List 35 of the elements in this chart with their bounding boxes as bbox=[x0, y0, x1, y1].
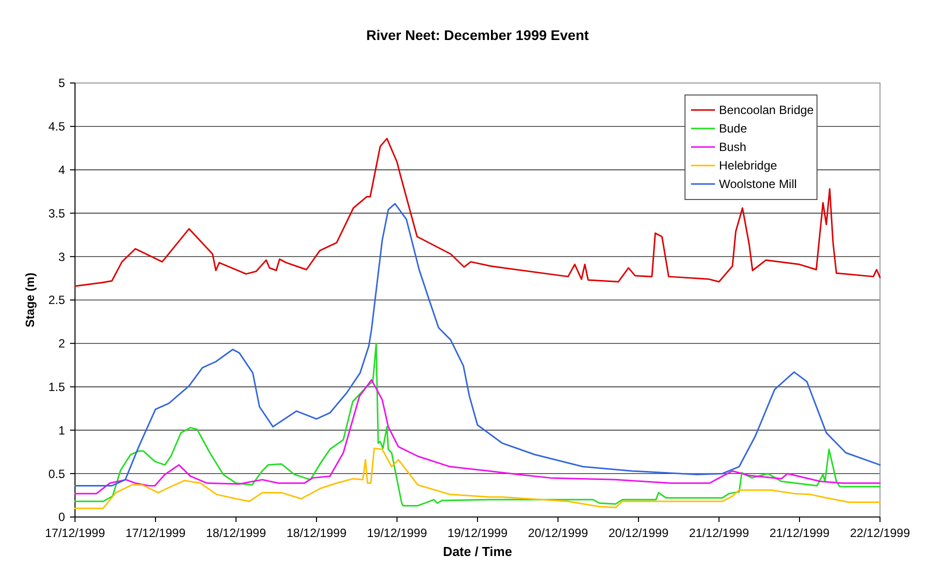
chart-title: River Neet: December 1999 Event bbox=[366, 27, 590, 43]
y-tick-label: 4.5 bbox=[48, 120, 66, 134]
x-tick-label: 20/12/1999 bbox=[528, 526, 588, 540]
x-axis-title: Date / Time bbox=[442, 544, 512, 559]
line-series bbox=[74, 202, 881, 486]
x-tick-label: 22/12/1999 bbox=[850, 526, 910, 540]
y-tick-label: 0.5 bbox=[48, 466, 66, 481]
y-tick-label: 5 bbox=[58, 76, 66, 90]
legend-label: Woolstone Mill bbox=[719, 177, 797, 192]
x-tick-label: 20/12/1999 bbox=[608, 526, 669, 540]
line-series bbox=[74, 138, 881, 287]
x-tick-label: 21/12/1999 bbox=[769, 526, 830, 540]
legend-label: Bush bbox=[719, 140, 746, 154]
y-tick-label: 2 bbox=[58, 336, 66, 351]
x-tick-label: 18/12/1999 bbox=[286, 526, 347, 540]
x-tick-label: 17/12/1999 bbox=[125, 526, 186, 540]
y-tick-label: 0 bbox=[58, 510, 66, 524]
y-tick-label: 4 bbox=[58, 163, 66, 177]
y-axis-title: Stage (m) bbox=[23, 272, 37, 328]
x-tick-label: 19/12/1999 bbox=[366, 526, 428, 540]
legend-label: Bude bbox=[719, 122, 748, 136]
x-tick-label: 19/12/1999 bbox=[447, 526, 508, 540]
line-series bbox=[74, 448, 881, 510]
y-tick-label: 3 bbox=[58, 250, 66, 264]
legend-label: Helebridge bbox=[719, 158, 778, 173]
line-series bbox=[74, 342, 881, 506]
y-tick-label: 2.5 bbox=[48, 293, 66, 308]
y-tick-label: 1 bbox=[58, 423, 66, 438]
y-tick-label: 1.5 bbox=[48, 380, 66, 394]
legend-label: Bencoolan Bridge bbox=[719, 103, 814, 118]
x-tick-label: 17/12/1999 bbox=[44, 526, 106, 540]
y-tick-label: 3.5 bbox=[48, 206, 66, 220]
x-tick-label: 21/12/1999 bbox=[688, 526, 750, 540]
x-tick-label: 18/12/1999 bbox=[206, 526, 266, 540]
line-series bbox=[74, 379, 881, 494]
